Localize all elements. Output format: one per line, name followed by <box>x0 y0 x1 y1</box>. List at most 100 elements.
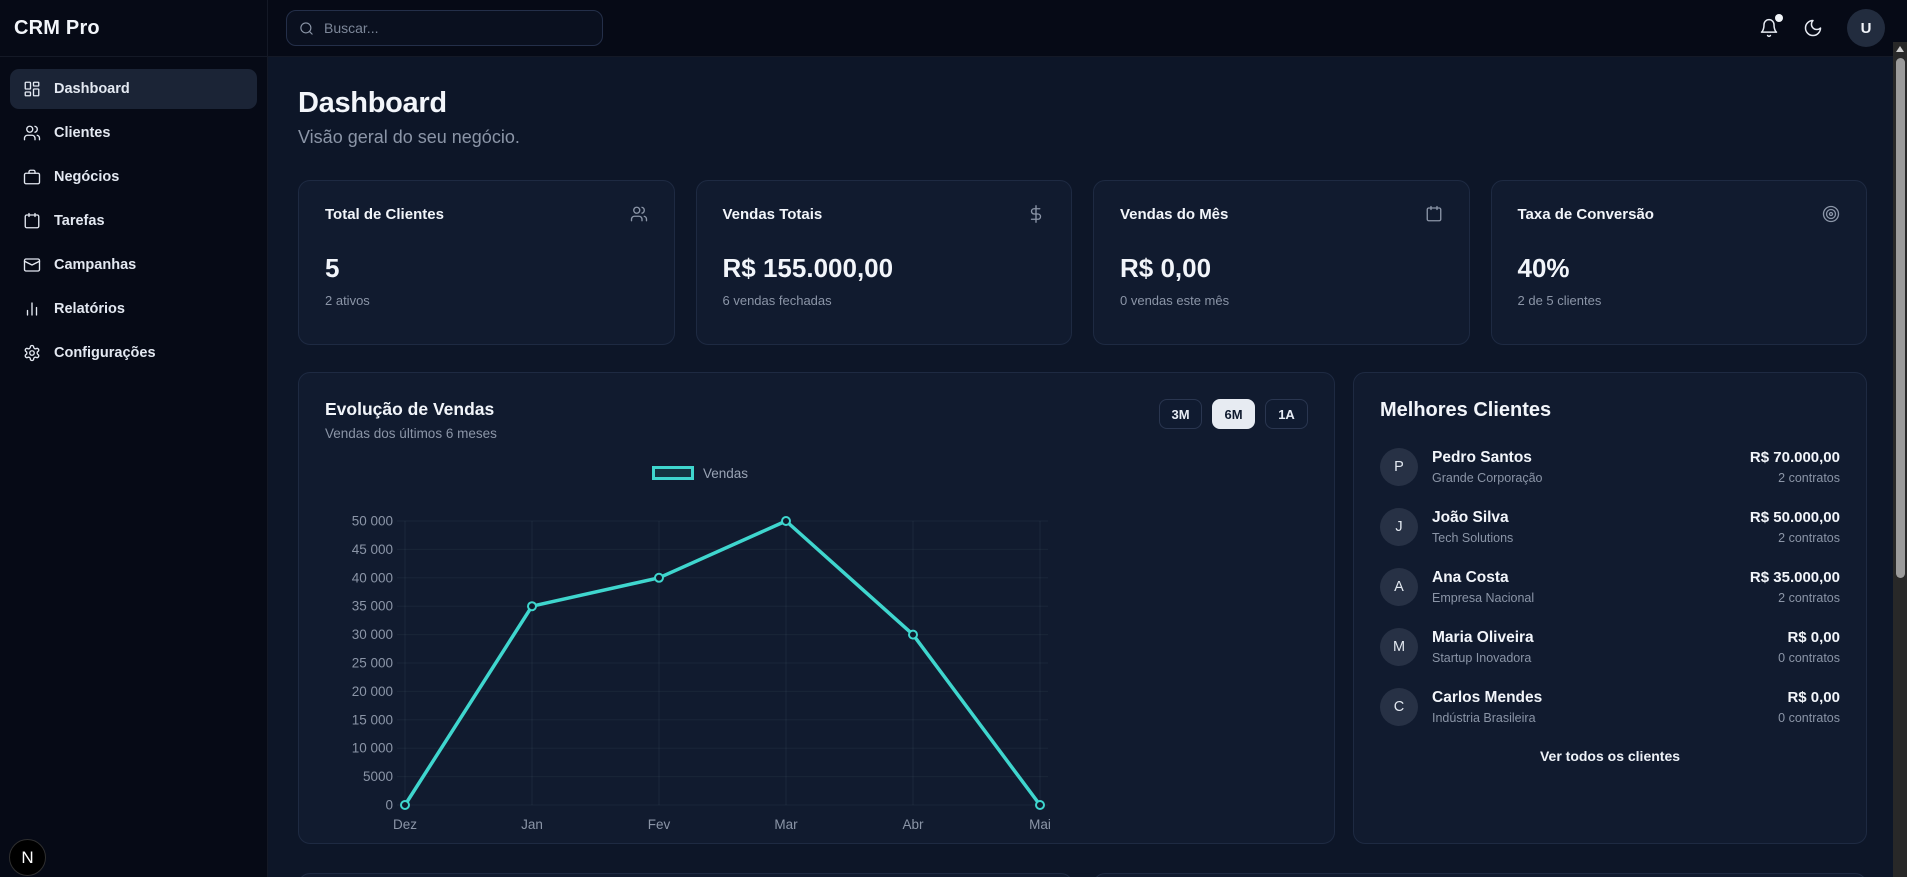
client-avatar: C <box>1380 688 1418 726</box>
sidebar-item-label: Negócios <box>54 169 120 185</box>
data-point <box>908 629 918 640</box>
y-axis-label: 50 000 <box>352 514 393 529</box>
y-axis-label: 0 <box>385 798 393 813</box>
sidebar-item-label: Configurações <box>54 345 156 361</box>
range-button[interactable]: 1A <box>1265 399 1308 429</box>
dev-tools-badge[interactable]: N <box>9 839 46 876</box>
bottom-cards-row <box>298 873 1867 877</box>
client-name: Carlos Mendes <box>1432 689 1543 706</box>
client-contracts: 2 contratos <box>1778 471 1840 485</box>
notifications-button[interactable] <box>1759 14 1783 38</box>
client-company: Indústria Brasileira <box>1432 711 1536 725</box>
sidebar-item[interactable]: Tarefas <box>10 201 257 241</box>
bottom-card-right <box>1092 873 1867 877</box>
y-axis-label: 40 000 <box>352 570 393 585</box>
client-avatar: P <box>1380 448 1418 486</box>
client-contracts: 2 contratos <box>1778 531 1840 545</box>
sidebar-header: CRM Pro <box>0 0 267 57</box>
x-axis-label: Mai <box>1029 817 1051 832</box>
search-icon <box>299 21 314 36</box>
dollar-icon <box>1027 205 1045 223</box>
chart-subtitle: Vendas dos últimos 6 meses <box>325 426 497 441</box>
moon-icon <box>1803 19 1823 41</box>
client-row[interactable]: A Ana Costa Empresa Nacional R$ 35.000,0… <box>1380 568 1840 606</box>
users-icon <box>630 205 648 223</box>
legend-label: Vendas <box>702 465 749 481</box>
search-input[interactable] <box>324 20 590 36</box>
dashboard-row: Evolução de Vendas Vendas dos últimos 6 … <box>298 372 1867 844</box>
client-avatar: J <box>1380 508 1418 546</box>
client-name: João Silva <box>1432 509 1509 526</box>
stat-subtext: 2 ativos <box>325 293 370 308</box>
client-value: R$ 70.000,00 <box>1749 449 1840 466</box>
client-row[interactable]: J João Silva Tech Solutions R$ 50.000,00… <box>1380 508 1840 546</box>
data-point <box>527 601 537 612</box>
search-box[interactable] <box>286 10 603 46</box>
range-button[interactable]: 3M <box>1159 399 1202 429</box>
stat-value: 40% <box>1517 253 1570 283</box>
page-subtitle: Visão geral do seu negócio. <box>298 127 520 147</box>
scrollbar-thumb[interactable] <box>1895 58 1905 578</box>
sidebar-item[interactable]: Campanhas <box>10 245 257 285</box>
gear-icon <box>23 344 41 362</box>
stat-title: Vendas do Mês <box>1120 205 1229 223</box>
bar-chart-icon <box>23 300 41 318</box>
scrollbar[interactable] <box>1893 42 1907 877</box>
sales-line-chart: 0 5000 10 000 15 000 20 000 25 000 30 000 35 00… <box>352 514 1051 833</box>
stat-card: Taxa de Conversão 40% 2 de 5 clientes <box>1490 180 1867 345</box>
stat-card: Vendas Totais R$ 155.000,00 6 vendas fec… <box>695 180 1072 345</box>
sales-evolution-panel: Evolução de Vendas Vendas dos últimos 6 … <box>298 372 1335 844</box>
sidebar-item-label: Campanhas <box>54 257 137 273</box>
stats-grid: Total de Clientes 5 2 ativos Vendas Tota… <box>298 180 1867 345</box>
client-contracts: 0 contratos <box>1778 711 1840 725</box>
y-axis-label: 30 000 <box>352 627 393 642</box>
legend-swatch <box>651 466 694 480</box>
client-row[interactable]: M Maria Oliveira Startup Inovadora R$ 0,… <box>1380 628 1840 666</box>
bottom-card-left <box>298 873 1073 877</box>
theme-toggle-button[interactable] <box>1803 18 1823 38</box>
y-axis-label: 5000 <box>363 769 393 784</box>
stat-title: Total de Clientes <box>325 205 444 223</box>
client-avatar: A <box>1380 568 1418 606</box>
notification-dot <box>1775 14 1783 22</box>
main-content: Dashboard Visão geral do seu negócio. To… <box>268 57 1907 877</box>
stat-title: Taxa de Conversão <box>1517 205 1654 223</box>
user-avatar[interactable]: U <box>1847 9 1885 47</box>
stat-subtext: 6 vendas fechadas <box>722 293 832 308</box>
x-axis-label: Jan <box>521 817 543 832</box>
client-contracts: 0 contratos <box>1778 651 1840 665</box>
x-axis-label: Dez <box>393 817 417 832</box>
client-contracts: 2 contratos <box>1778 591 1840 605</box>
stat-card: Total de Clientes 5 2 ativos <box>298 180 675 345</box>
chart-legend[interactable]: Vendas <box>325 463 1075 483</box>
sidebar-item[interactable]: Relatórios <box>10 289 257 329</box>
users-icon <box>23 124 41 142</box>
data-point <box>781 516 791 526</box>
client-company: Empresa Nacional <box>1432 591 1535 605</box>
data-point <box>1035 800 1045 810</box>
sidebar-nav: Dashboard Clientes Negócios Tarefas <box>0 57 267 389</box>
page-title: Dashboard <box>298 87 447 119</box>
sidebar-item-label: Dashboard <box>54 81 130 97</box>
view-all-clients-link[interactable]: Ver todos os clientes <box>1539 748 1681 764</box>
stat-value: R$ 0,00 <box>1120 253 1212 283</box>
range-button[interactable]: 6M <box>1212 399 1255 429</box>
client-company: Grande Corporação <box>1432 471 1543 485</box>
stat-card: Vendas do Mês R$ 0,00 0 vendas este mês <box>1093 180 1470 345</box>
stat-value: R$ 155.000,00 <box>722 253 894 283</box>
topbar-actions: U <box>1759 9 1885 47</box>
client-name: Maria Oliveira <box>1432 629 1534 646</box>
stat-subtext: 2 de 5 clientes <box>1517 293 1602 308</box>
calendar-icon <box>1425 205 1443 223</box>
client-row[interactable]: C Carlos Mendes Indústria Brasileira R$ … <box>1380 688 1840 726</box>
dashboard-icon <box>23 80 41 98</box>
scrollbar-up-arrow-icon[interactable] <box>1896 46 1904 52</box>
sidebar-item[interactable]: Configurações <box>10 333 257 373</box>
y-axis-label: 45 000 <box>352 542 393 557</box>
sidebar-item[interactable]: Dashboard <box>10 69 257 109</box>
sidebar-item[interactable]: Clientes <box>10 113 257 153</box>
client-company: Startup Inovadora <box>1432 651 1532 665</box>
sidebar-item[interactable]: Negócios <box>10 157 257 197</box>
client-row[interactable]: P Pedro Santos Grande Corporação R$ 70.0… <box>1380 448 1840 486</box>
x-axis-label: Fev <box>648 817 671 832</box>
